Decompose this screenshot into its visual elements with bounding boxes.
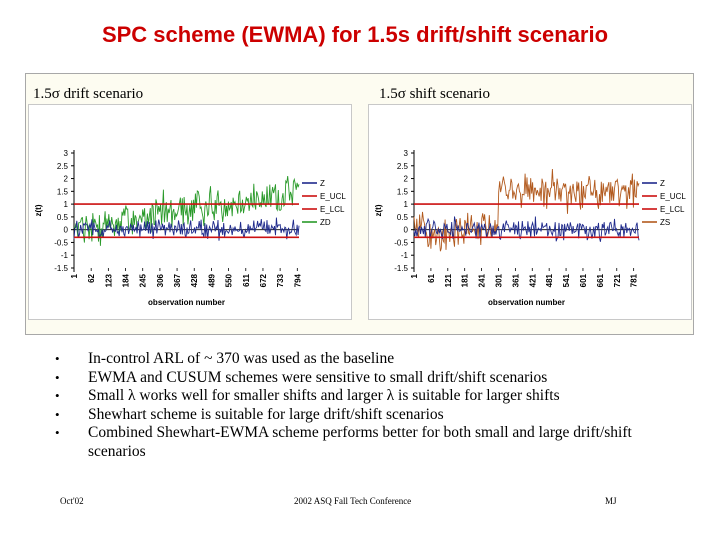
x-tick-label: 481 xyxy=(545,273,554,287)
y-tick-label: 2.5 xyxy=(397,162,409,171)
bullet-symbol: • xyxy=(55,351,60,366)
y-tick-label: 1.5 xyxy=(397,187,409,196)
x-tick-label: 428 xyxy=(190,273,199,287)
x-axis-label: observation number xyxy=(148,298,225,307)
slide-title: SPC scheme (EWMA) for 1.5s drift/shift s… xyxy=(101,22,609,47)
bullet-item: • EWMA and CUSUM schemes were sensitive t… xyxy=(55,369,675,388)
x-tick-label: 361 xyxy=(511,273,520,287)
x-tick-label: 672 xyxy=(259,273,268,287)
x-tick-label: 721 xyxy=(613,273,622,287)
x-tick-label: 301 xyxy=(494,273,503,287)
bullet-text: In-control ARL of ~ 370 was used as the … xyxy=(88,350,395,367)
x-tick-label: 245 xyxy=(139,273,148,287)
y-axis-label: z(t) xyxy=(34,204,43,216)
y-tick-label: 2.5 xyxy=(57,162,69,171)
x-tick-label: 794 xyxy=(293,273,302,287)
y-tick-label: 0 xyxy=(404,226,409,235)
legend-label: ZD xyxy=(320,218,331,227)
legend-label: E_LCL xyxy=(320,205,345,214)
x-tick-label: 306 xyxy=(156,273,165,287)
x-tick-label: 550 xyxy=(225,273,234,287)
drift-scenario-label: 1.5σ drift scenario xyxy=(33,86,144,102)
bullet-text: EWMA and CUSUM schemes were sensitive to… xyxy=(88,368,548,386)
bullet-symbol: • xyxy=(55,388,60,403)
y-tick-label: -0.5 xyxy=(54,238,68,247)
drift-chart: 3 2.5 2 1.5 1 0.5 0 -0.5 -1 -1.5 z(t) 1 62 123 184 245 3… xyxy=(34,149,346,307)
y-tick-label: 2 xyxy=(64,175,69,184)
x-tick-label: 611 xyxy=(242,273,251,286)
y-tick-label: 3 xyxy=(64,149,69,158)
x-tick-label: 541 xyxy=(562,273,571,287)
x-tick-label: 184 xyxy=(122,273,131,287)
x-tick-label: 1 xyxy=(70,273,79,278)
series-zs-line xyxy=(413,168,640,252)
bullet-list: • In-control ARL of ~ 370 was used as the… xyxy=(55,350,675,461)
series-z-line xyxy=(73,217,300,241)
x-tick-label: 421 xyxy=(528,273,537,287)
legend-label: Z xyxy=(320,179,325,188)
footer-conference: 2002 ASQ Fall Tech Conference xyxy=(294,496,412,506)
y-tick-label: 0.5 xyxy=(57,213,69,222)
x-tick-label: 123 xyxy=(104,273,113,287)
legend-label: Z xyxy=(660,179,665,188)
bullet-item: • Combined Shewhart-EWMA scheme performs … xyxy=(55,424,675,461)
x-tick-label: 241 xyxy=(478,273,487,287)
x-tick-label: 1 xyxy=(410,273,419,278)
x-tick-label: 61 xyxy=(427,273,436,282)
bullet-symbol: • xyxy=(55,425,60,440)
y-tick-label: 0.5 xyxy=(397,213,409,222)
bullet-text: Small λ works well for smaller shifts an… xyxy=(88,387,560,404)
shift-chart: 3 2.5 2 1.5 1 0.5 0 -0.5 -1 -1.5 z(t) 1 61 121 181 241 3… xyxy=(374,149,686,307)
drift-chart-panel: 3 2.5 2 1.5 1 0.5 0 -0.5 -1 -1.5 z(t) 1 62 123 184 245 3… xyxy=(28,104,352,320)
x-tick-label: 489 xyxy=(207,273,216,287)
x-tick-label: 661 xyxy=(596,273,605,287)
y-tick-label: 1.5 xyxy=(57,187,69,196)
x-tick-label: 367 xyxy=(173,273,182,287)
footer-author: MJ xyxy=(605,496,617,506)
y-tick-label: 3 xyxy=(404,149,409,158)
x-tick-label: 121 xyxy=(444,273,453,287)
x-tick-label: 733 xyxy=(276,273,285,287)
legend-label: E_LCL xyxy=(660,205,685,214)
x-tick-label: 601 xyxy=(579,273,588,287)
y-tick-label: 2 xyxy=(404,175,409,184)
footer-date: Oct'02 xyxy=(60,496,84,506)
y-tick-label: 1 xyxy=(64,200,69,209)
bullet-item: • Small λ works well for smaller shifts a… xyxy=(55,387,675,406)
bullet-item: • Shewhart scheme is suitable for large d… xyxy=(55,406,675,425)
y-tick-label: -1.5 xyxy=(54,264,68,273)
bullet-text: Shewhart scheme is suitable for large dr… xyxy=(88,405,444,423)
shift-scenario-label: 1.5σ shift scenario xyxy=(379,86,490,102)
bullet-symbol: • xyxy=(55,406,60,422)
y-tick-label: -0.5 xyxy=(394,238,408,247)
x-tick-label: 781 xyxy=(630,273,639,287)
y-tick-label: 1 xyxy=(404,200,409,209)
legend-label: E_UCL xyxy=(660,192,686,201)
x-tick-label: 62 xyxy=(87,273,96,282)
shift-chart-panel: 3 2.5 2 1.5 1 0.5 0 -0.5 -1 -1.5 z(t) 1 61 121 181 241 3… xyxy=(368,104,692,320)
bullet-item: • In-control ARL of ~ 370 was used as the… xyxy=(55,350,675,369)
x-axis-label: observation number xyxy=(488,298,565,307)
bullet-symbol: • xyxy=(55,369,60,385)
y-tick-label: -1.5 xyxy=(394,264,408,273)
series-z-line xyxy=(413,216,640,242)
y-tick-label: -1 xyxy=(401,251,409,260)
y-tick-label: 0 xyxy=(64,226,69,235)
y-tick-label: -1 xyxy=(61,251,69,260)
legend-label: ZS xyxy=(660,218,670,227)
legend-label: E_UCL xyxy=(320,192,346,201)
y-axis-label: z(t) xyxy=(374,204,383,216)
x-tick-label: 181 xyxy=(461,273,470,287)
bullet-text: Combined Shewhart-EWMA scheme performs b… xyxy=(88,424,632,460)
